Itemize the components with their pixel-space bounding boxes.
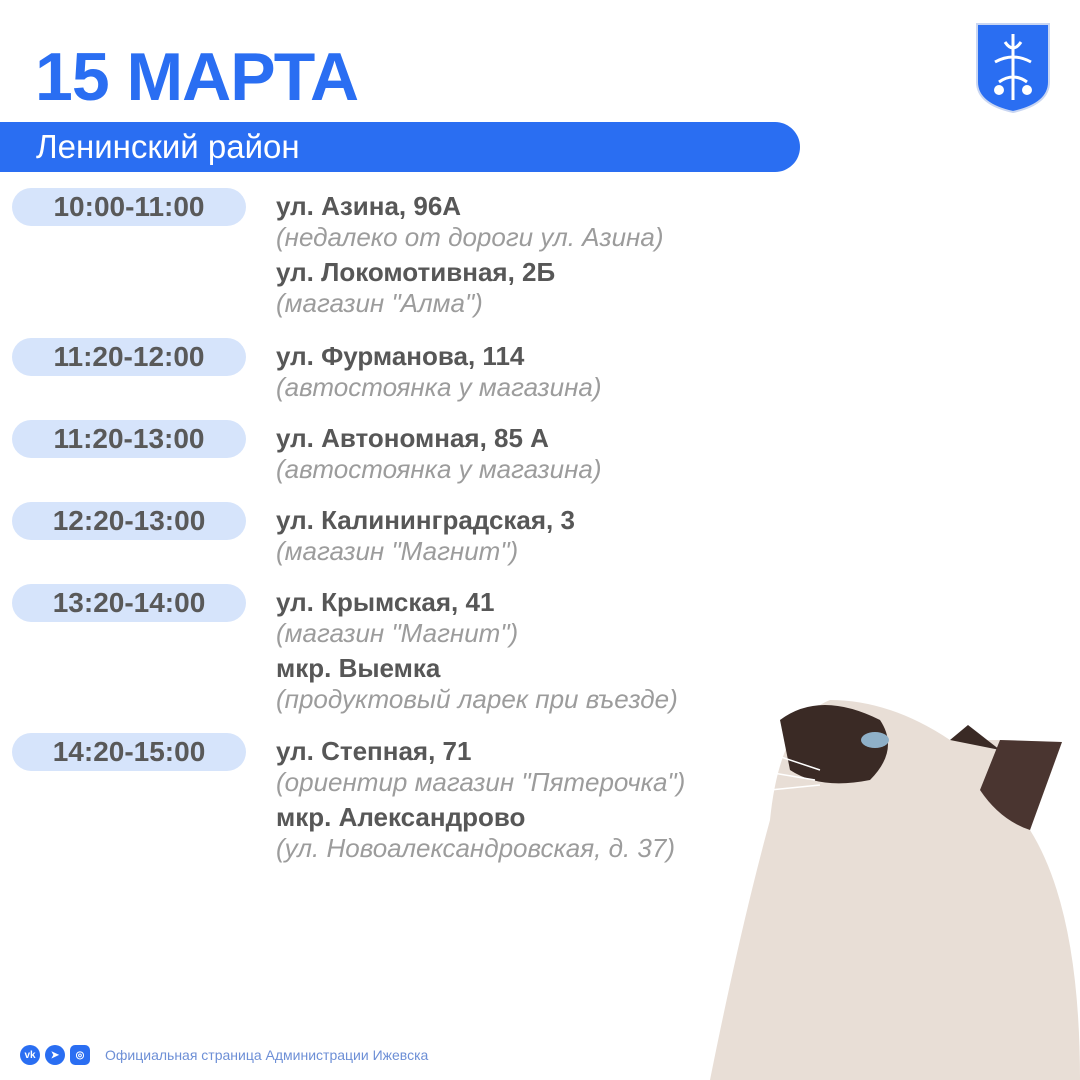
vk-icon[interactable]: vk	[20, 1045, 40, 1065]
slot-locations: ул. Азина, 96А (недалеко от дороги ул. Аз…	[276, 190, 756, 322]
slot-locations: ул. Автономная, 85 А (автостоянка у магаз…	[276, 422, 756, 488]
location-note: (ориентир магазин "Пятерочка")	[276, 767, 686, 797]
location-address: ул. Автономная, 85 А	[276, 423, 549, 453]
district-banner: Ленинский район	[0, 122, 800, 172]
page-title: 15 МАРТА	[35, 39, 359, 115]
time-pill: 11:20-13:00	[12, 420, 246, 458]
location-note: (магазин "Магнит")	[276, 618, 519, 648]
time-pill: 11:20-12:00	[12, 338, 246, 376]
slot-locations: ул. Крымская, 41 (магазин "Магнит") мкр. В…	[276, 586, 756, 718]
location-address: ул. Крымская, 41	[276, 587, 495, 617]
location-note: (ул. Новоалександровская, д. 37)	[276, 833, 675, 863]
location-address: ул. Степная, 71	[276, 736, 472, 766]
time-pill: 13:20-14:00	[12, 584, 246, 622]
location-note: (продуктовый ларек при въезде)	[276, 684, 678, 714]
time-pill: 10:00-11:00	[12, 188, 246, 226]
location-note: (автостоянка у магазина)	[276, 454, 602, 484]
slot-locations: ул. Фурманова, 114 (автостоянка у магазин…	[276, 340, 756, 406]
telegram-icon[interactable]: ➤	[45, 1045, 65, 1065]
location-address: ул. Азина, 96А	[276, 191, 462, 221]
location-address: мкр. Выемка	[276, 653, 441, 683]
location-address: ул. Фурманова, 114	[276, 341, 525, 371]
footer-text: Официальная страница Администрации Ижевс…	[105, 1047, 429, 1063]
location-address: ул. Калининградская, 3	[276, 505, 575, 535]
city-coat-of-arms-logo	[976, 23, 1050, 114]
siamese-cat-image	[710, 700, 1080, 1080]
location-note: (недалеко от дороги ул. Азина)	[276, 222, 664, 252]
district-name: Ленинский район	[36, 128, 300, 165]
time-pill: 14:20-15:00	[12, 733, 246, 771]
slot-locations: ул. Степная, 71 (ориентир магазин "Пятеро…	[276, 735, 756, 867]
location-address: мкр. Александрово	[276, 802, 526, 832]
time-pill: 12:20-13:00	[12, 502, 246, 540]
max-messenger-icon[interactable]: ◎	[70, 1045, 90, 1065]
slot-locations: ул. Калининградская, 3 (магазин "Магнит")	[276, 504, 756, 570]
location-address: ул. Локомотивная, 2Б	[276, 257, 556, 287]
footer: vk ➤ ◎ Официальная страница Администраци…	[20, 1045, 428, 1065]
location-note: (магазин "Магнит")	[276, 536, 519, 566]
location-note: (автостоянка у магазина)	[276, 372, 602, 402]
location-note: (магазин "Алма")	[276, 288, 483, 318]
